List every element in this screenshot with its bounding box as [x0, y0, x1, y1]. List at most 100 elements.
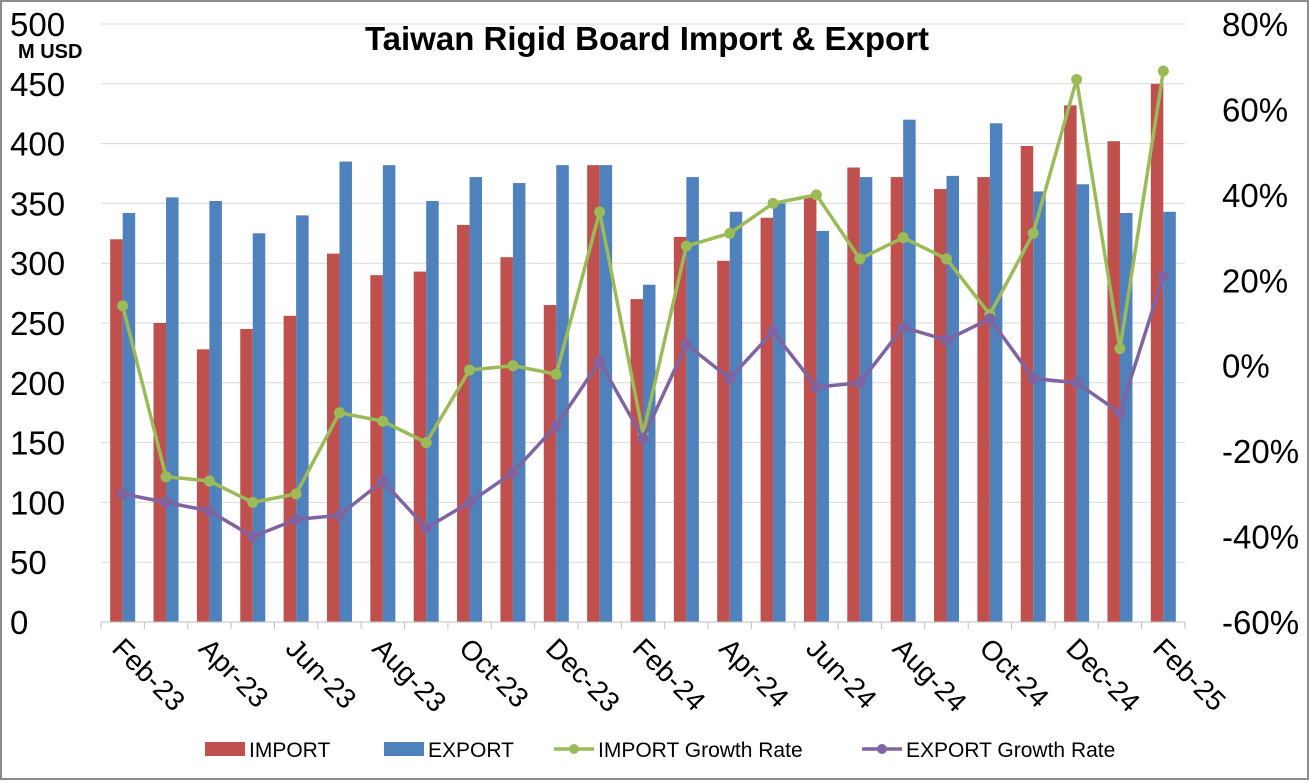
- export-bar: [469, 177, 483, 622]
- export-growth-rate-point: [420, 522, 432, 534]
- export-growth-rate-point: [333, 509, 345, 521]
- import-bar: [326, 253, 340, 622]
- import-bar: [240, 328, 253, 622]
- export-bar: [512, 183, 526, 622]
- import-growth-rate-point: [333, 407, 345, 419]
- export-growth-rate-point: [941, 334, 953, 346]
- import-bar: [587, 165, 600, 623]
- y-tick-label: 350: [10, 185, 65, 222]
- export-bar: [1119, 212, 1133, 622]
- legend-label: EXPORT: [428, 739, 514, 762]
- export-bar: [209, 201, 222, 622]
- import-bar: [977, 177, 990, 622]
- import-bar: [370, 275, 383, 622]
- export-bar: [686, 177, 699, 622]
- y-tick-label: 100: [10, 484, 65, 521]
- import-growth-rate-point: [377, 415, 389, 427]
- export-bar: [989, 123, 1003, 622]
- export-growth-rate-point: [810, 381, 822, 393]
- x-tick-label: Jun-23: [280, 632, 362, 714]
- import-bar: [110, 239, 123, 622]
- import-growth-rate-point: [1157, 65, 1169, 77]
- export-growth-rate-point: [1027, 373, 1039, 385]
- export-bar: [1033, 191, 1046, 622]
- import-growth-rate-point: [550, 368, 562, 380]
- y-tick-label: 50: [10, 544, 47, 581]
- x-tick-label: Aug-24: [887, 632, 973, 718]
- import-growth-rate-point: [464, 364, 476, 376]
- import-growth-rate-point: [290, 488, 302, 500]
- export-growth-rate-point: [1157, 270, 1169, 282]
- export-growth-rate-point: [680, 338, 692, 350]
- y2-tick-label: -40%: [1222, 519, 1299, 556]
- export-bar: [729, 211, 743, 622]
- import-bar: [153, 323, 167, 622]
- export-bar: [426, 201, 439, 622]
- y-tick-label: 450: [10, 66, 65, 103]
- import-bar: [1150, 83, 1164, 623]
- import-bar: [890, 177, 904, 622]
- legend: IMPORT EXPORT IMPORT Growth Rate EXPORT Gro…: [205, 739, 1115, 762]
- import-growth-rate-point: [247, 496, 259, 508]
- import-growth-rate-point: [854, 253, 866, 265]
- y2-tick-label: -60%: [1222, 604, 1299, 641]
- x-tick-label: Apr-24: [713, 632, 794, 713]
- export-growth-rate-point: [160, 496, 172, 508]
- import-growth-rate-point: [724, 227, 736, 239]
- export-growth-rate-point: [550, 420, 562, 432]
- chart-title: Taiwan Rigid Board Import & Export: [365, 20, 929, 57]
- x-tick-label: Dec-23: [540, 632, 626, 718]
- export-bar: [339, 161, 352, 623]
- export-growth-rate-point: [1114, 407, 1126, 419]
- x-tick-label: Aug-23: [367, 632, 453, 718]
- import-growth-rate-point: [420, 437, 432, 449]
- export-growth-rate-point: [1071, 377, 1083, 389]
- export-bar: [252, 233, 266, 623]
- y2-tick-label: 0%: [1222, 348, 1270, 385]
- import-growth-rate-point: [941, 253, 953, 265]
- export-growth-rate-point: [464, 496, 476, 508]
- import-growth-rate-point: [1114, 343, 1126, 355]
- y-axis-unit-label: M USD: [18, 41, 82, 63]
- import-bar: [847, 167, 860, 622]
- y-tick-label: 0: [10, 604, 28, 641]
- export-growth-rate-point: [637, 432, 649, 444]
- legend-item: IMPORT Growth Rate: [554, 739, 803, 762]
- y2-tick-label: -20%: [1222, 433, 1299, 470]
- export-bar: [599, 165, 613, 623]
- export-bar: [859, 177, 873, 622]
- export-growth-rate-point: [290, 513, 302, 525]
- legend-label: EXPORT Growth Rate: [906, 739, 1115, 762]
- x-tick-label: Feb-25: [1147, 632, 1232, 717]
- y-tick-label: 250: [10, 305, 65, 342]
- import-bar: [1064, 105, 1077, 622]
- import-bar: [673, 236, 687, 622]
- export-growth-rate-point: [377, 475, 389, 487]
- import-growth-rate-point: [767, 197, 779, 209]
- export-growth-rate-point: [854, 377, 866, 389]
- y-tick-label: 500: [10, 6, 65, 43]
- import-bar: [457, 224, 470, 623]
- y2-tick-label: 60%: [1222, 91, 1288, 128]
- export-bar: [643, 284, 656, 622]
- import-bar: [630, 299, 643, 622]
- legend-marker: [877, 744, 887, 754]
- export-growth-rate-point: [897, 321, 909, 333]
- export-bar: [556, 165, 569, 623]
- bar-series: [110, 83, 1176, 623]
- y-tick-label: 150: [10, 425, 65, 462]
- import-bar: [413, 271, 427, 622]
- x-tick-label: Jun-24: [800, 632, 882, 714]
- import-growth-rate-point: [810, 189, 822, 201]
- export-bar: [296, 215, 309, 623]
- import-bar: [934, 189, 947, 622]
- import-growth-rate-point: [117, 300, 129, 312]
- legend-marker: [569, 744, 579, 754]
- export-bar: [1076, 184, 1090, 622]
- export-bar: [166, 197, 179, 623]
- x-tick-label: Feb-24: [627, 632, 712, 717]
- line-series: [117, 65, 1169, 543]
- export-growth-rate-point: [984, 313, 996, 325]
- export-growth-rate-point: [203, 505, 215, 517]
- export-bar: [903, 119, 916, 623]
